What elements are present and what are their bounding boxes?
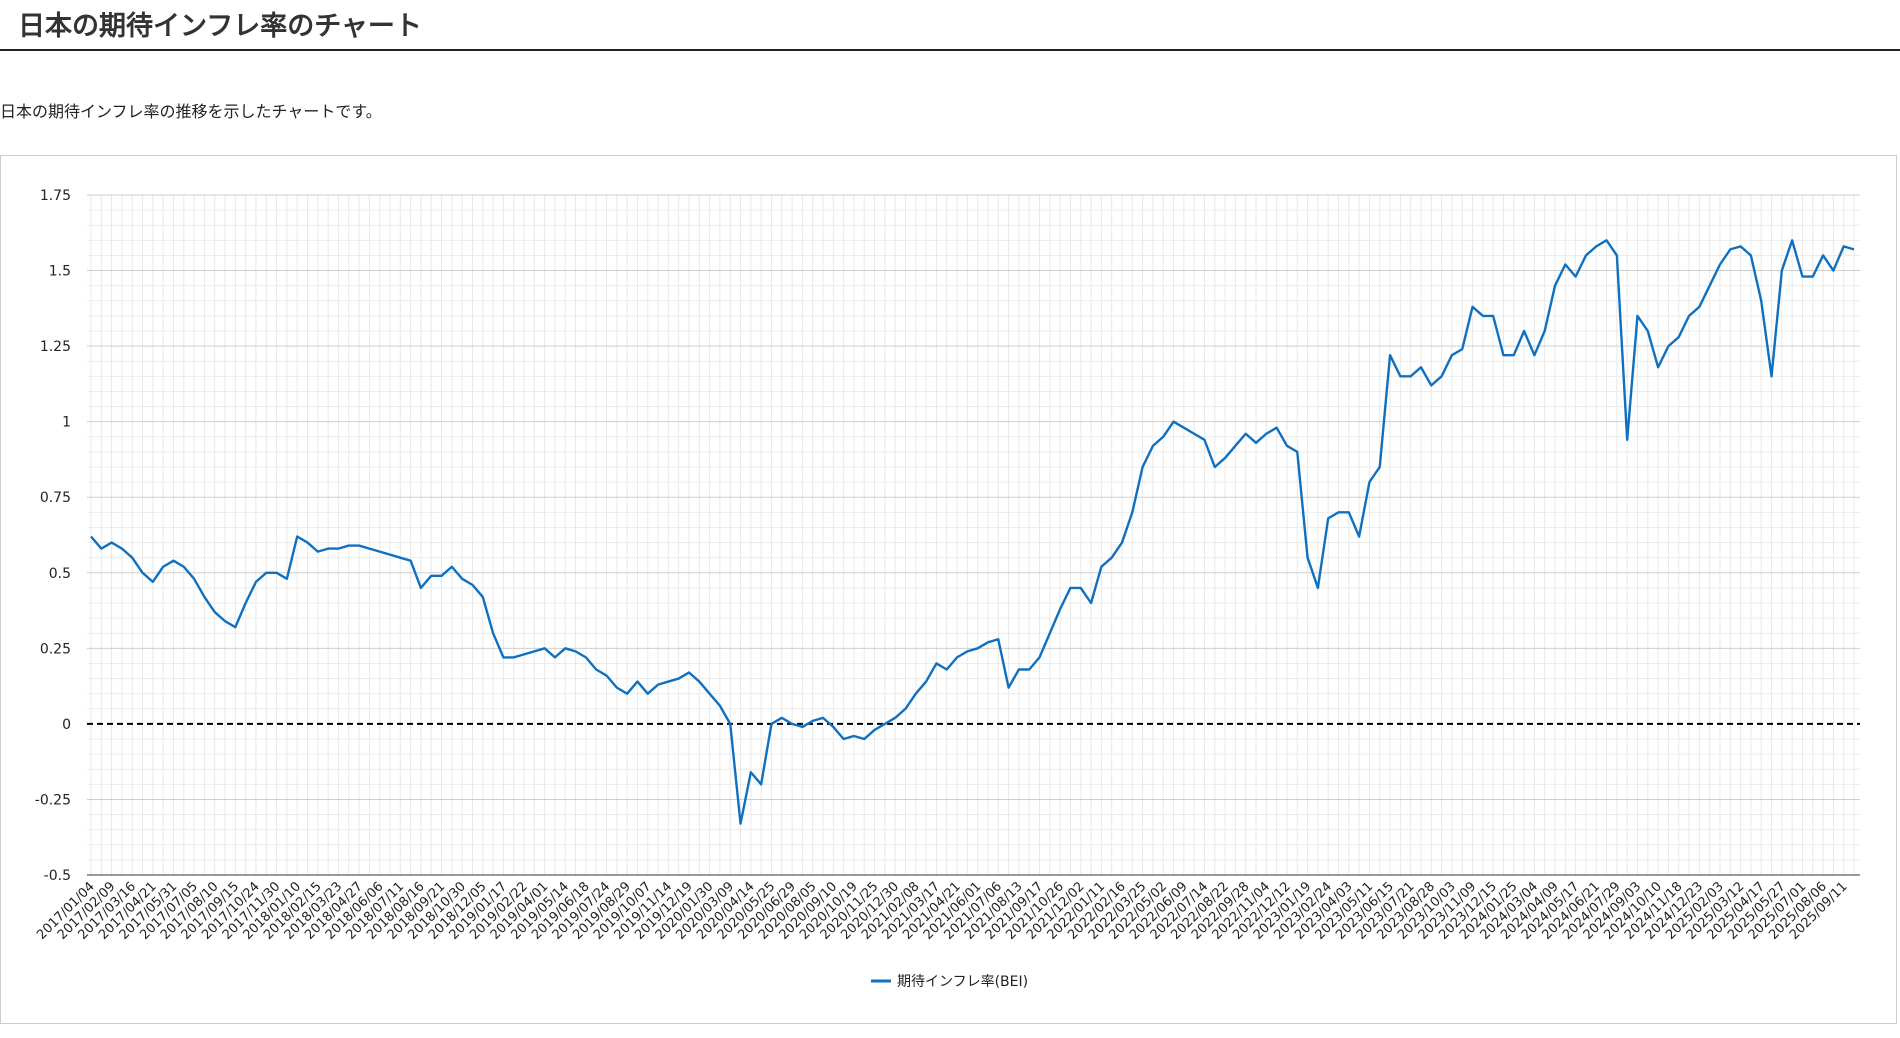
y-tick-label: 0.75	[40, 490, 71, 506]
series-line	[90, 239, 1855, 825]
legend-item: 期待インフレ率(BEI)	[871, 974, 1028, 990]
title-rule	[0, 49, 1900, 51]
page-title: 日本の期待インフレ率のチャート	[18, 11, 422, 42]
y-tick-label: 0.5	[49, 566, 71, 582]
chart: -0.5-0.2500.250.50.7511.251.51.752017/01…	[0, 155, 1897, 1024]
y-tick-label: 1.5	[49, 264, 71, 280]
y-tick-label: -0.5	[44, 868, 71, 884]
legend-label: 期待インフレ率(BEI)	[897, 974, 1028, 990]
y-tick-label: 1	[62, 415, 71, 431]
y-tick-label: 0	[62, 717, 71, 733]
y-tick-label: -0.25	[35, 792, 71, 808]
page-description: 日本の期待インフレ率の推移を示したチャートです。	[0, 102, 382, 121]
chart-frame	[0, 155, 1897, 1024]
y-tick-label: 0.25	[40, 641, 71, 657]
y-tick-label: 1.75	[40, 188, 71, 204]
y-tick-label: 1.25	[40, 339, 71, 355]
